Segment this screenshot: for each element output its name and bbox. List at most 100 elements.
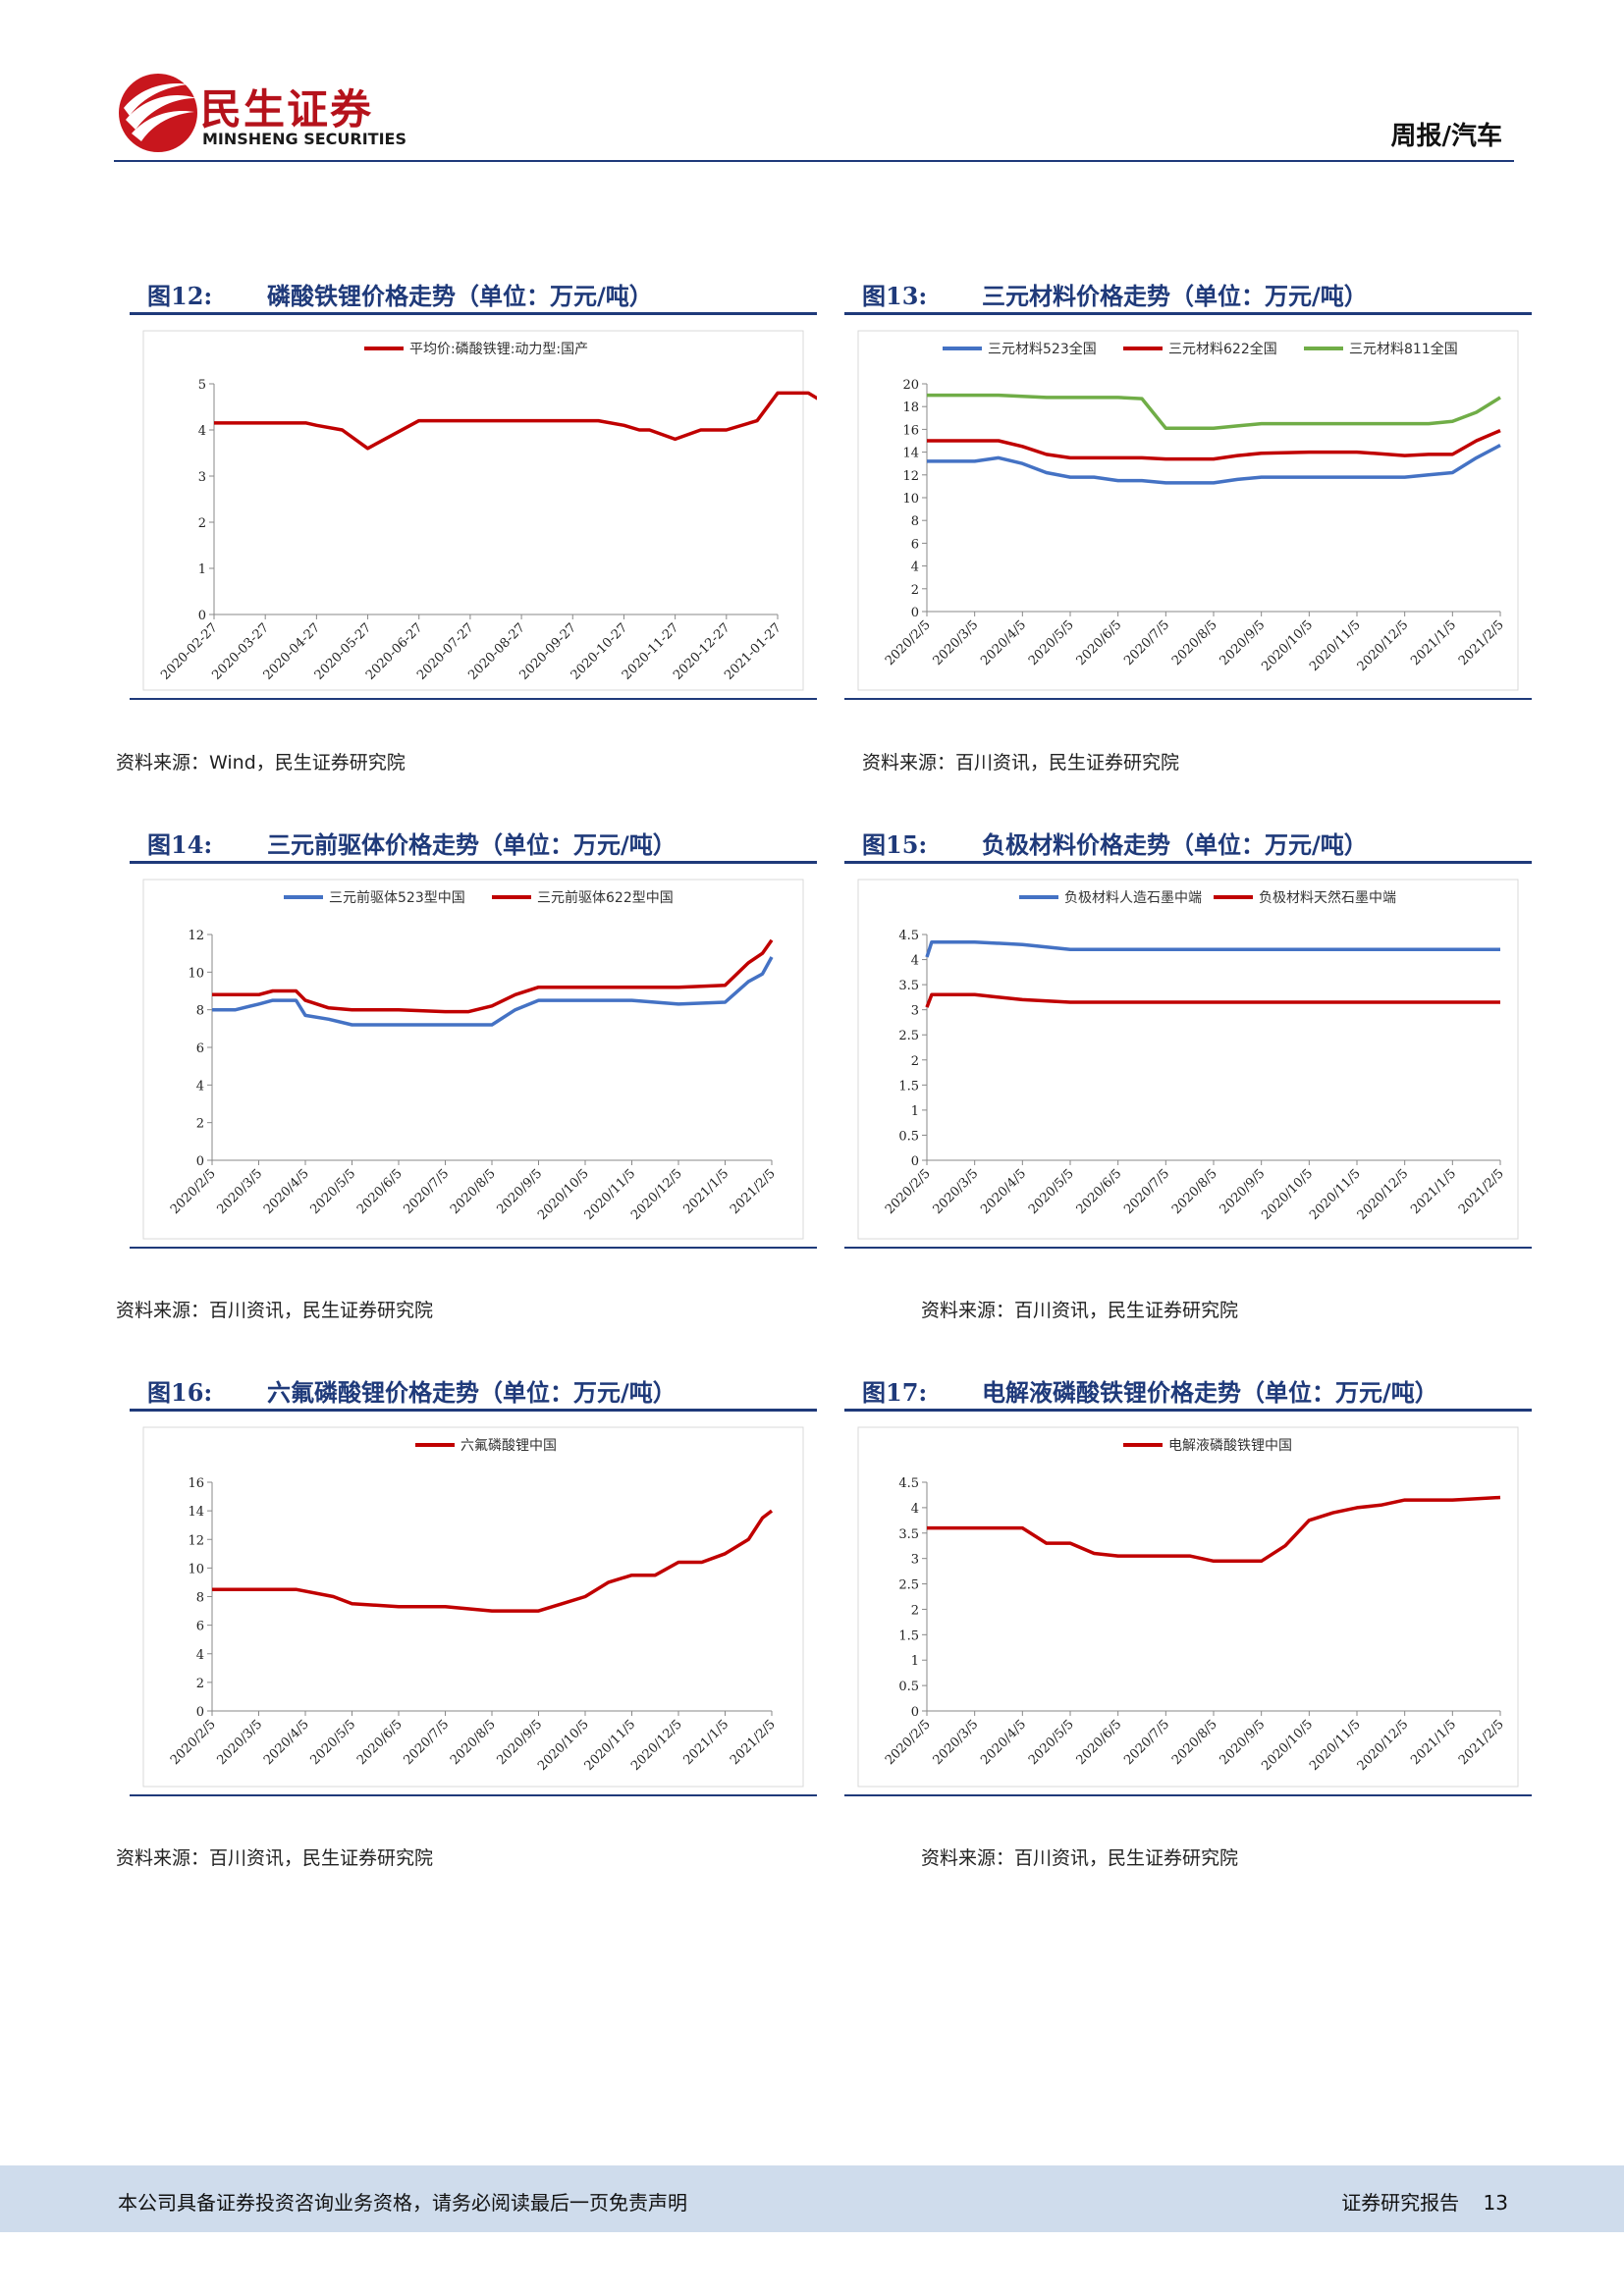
y-tick-label: 3.5 [898,1527,919,1542]
legend-label: 三元前驱体622型中国 [537,889,674,906]
x-tick-label: 2020/2/5 [883,617,934,668]
figure-caption: 磷酸铁锂价格走势（单位：万元/吨） [267,283,653,310]
figure-source: 资料来源：Wind，民生证券研究院 [116,752,406,774]
figure-title-rule [130,312,817,315]
y-tick-label: 10 [902,492,919,507]
y-tick-label: 3 [911,1004,919,1019]
series-line [925,992,1500,1008]
x-tick-label: 2020/7/5 [1121,617,1172,668]
y-tick-label: 6 [196,1041,204,1056]
legend-label: 电解液磷酸铁锂中国 [1168,1438,1292,1454]
figure-bottom-rule [844,1247,1532,1249]
figure-title-rule [844,312,1532,315]
x-tick-label: 2021/2/5 [1456,1717,1507,1768]
x-tick-label: 2020/2/5 [883,1166,934,1217]
y-tick-label: 4 [196,1079,204,1094]
x-tick-label: 2020/12/5 [1355,1717,1412,1774]
x-tick-label: 2020/11/5 [1307,1166,1364,1223]
figure-bottom-rule [130,1794,817,1796]
y-tick-label: 2 [196,1677,204,1691]
chart-legend: 三元材料523全国 三元材料622全国 三元材料811全国 [943,341,1458,357]
figure-caption: 三元材料价格走势（单位：万元/吨） [982,283,1368,310]
brand-name-cn: 民生证券 [200,85,374,133]
x-tick-label: 2020/4/5 [261,1717,312,1768]
x-tick-label: 2021/2/5 [1456,1166,1507,1217]
figure-panel: 图12: 磷酸铁锂价格走势（单位：万元/吨） 平均价:磷酸铁锂:动力型:国产 0 1 2 3… [130,271,817,700]
y-tick-label: 1.5 [898,1079,919,1094]
figure-panel: 图14: 三元前驱体价格走势（单位：万元/吨） 三元前驱体523型中国 三元前驱体62… [130,820,817,1249]
x-tick-label: 2020/8/5 [1169,1166,1220,1217]
y-tick-label: 4 [911,1502,919,1517]
x-tick-label: 2020/8/5 [1169,1717,1220,1768]
chart-frame [857,330,1519,691]
x-tick-label: 2021/1/5 [680,1717,731,1768]
x-tick-label: 2020/6/5 [354,1717,406,1768]
figure-title: 图13: 三元材料价格走势（单位：万元/吨） [844,271,1532,312]
chart-area: 电解液磷酸铁锂中国 0 0.5 1 1.5 2 2.5 3 3.5 4 4.5 2020/2/5 202… [844,1412,1532,1794]
x-tick-label: 2021/1/5 [680,1166,731,1217]
legend-label: 六氟磷酸锂中国 [460,1438,557,1454]
line-chart: 平均价:磷酸铁锂:动力型:国产0123452020-02-272020-03-2… [142,330,817,691]
legend-label: 负极材料天然石墨中端 [1259,889,1396,906]
figure-panel: 图16: 六氟磷酸锂价格走势（单位：万元/吨） 六氟磷酸锂中国 0 2 4 6 8 10 12 14… [130,1367,817,1796]
series-line [214,391,817,451]
y-tick-label: 2.5 [898,1578,919,1593]
figure-title: 图17: 电解液磷酸铁锂价格走势（单位：万元/吨） [844,1367,1532,1409]
chart-frame [142,879,804,1240]
series-line [212,1509,774,1613]
x-tick-label: 2020/12/5 [628,1166,685,1223]
y-tick-label: 0.5 [898,1129,919,1144]
x-tick-label: 2020/6/5 [1074,617,1125,668]
chart-area: 三元前驱体523型中国 三元前驱体622型中国 0 2 4 6 8 10 12 2020/2/5 2… [130,864,817,1247]
x-tick-label: 2021/1/5 [1408,1717,1459,1768]
series-line [212,938,774,1014]
figure-bottom-rule [130,1247,817,1249]
legend-label: 三元材料523全国 [988,341,1097,357]
brand-name-en: MINSHENG SECURITIES [202,130,406,148]
x-tick-label: 2020/8/5 [448,1717,499,1768]
y-tick-label: 4 [911,561,919,575]
footer-info: 证券研究报告 13 [1324,2187,1508,2216]
legend-label: 三元前驱体523型中国 [329,889,465,906]
legend-label: 负极材料人造石墨中端 [1064,890,1202,906]
figure-bottom-rule [844,698,1532,700]
y-tick-label: 6 [196,1620,204,1634]
footer-disclaimer: 本公司具备证券投资咨询业务资格，请务必阅读最后一页免责声明 [118,2191,687,2215]
y-tick-label: 18 [902,400,919,415]
figure-number: 图15: [862,830,928,859]
x-tick-label: 2020/5/5 [307,1717,358,1768]
y-tick-label: 12 [188,929,204,943]
chart-area: 负极材料人造石墨中端 负极材料天然石墨中端 0 0.5 1 1.5 2 2.5 3 3.5 4 4.5… [844,864,1532,1247]
figure-caption: 三元前驱体价格走势（单位：万元/吨） [267,831,677,859]
page-header: 民生证券 MINSHENG SECURITIES 周报/汽车 [114,69,1514,163]
y-tick-label: 0 [911,606,919,620]
y-tick-label: 4 [198,424,206,439]
y-tick-label: 10 [188,966,204,981]
figure-source: 资料来源：百川资讯，民生证券研究院 [116,1300,434,1321]
x-tick-label: 2020/11/5 [1307,617,1364,674]
x-tick-label: 2020/4/5 [978,1717,1029,1768]
x-tick-label: 2020/7/5 [1121,1717,1172,1768]
chart-area: 三元材料523全国 三元材料622全国 三元材料811全国 0 2 4 6 8 10 12 14 16… [844,315,1532,698]
y-tick-label: 0 [196,1705,204,1720]
x-tick-label: 2020/8/5 [1169,617,1220,668]
y-tick-label: 8 [196,1591,204,1606]
y-tick-label: 0 [196,1154,204,1169]
figure-number: 图12: [147,282,213,310]
y-tick-label: 0 [911,1705,919,1720]
report-type: 证券研究报告 [1341,2191,1460,2215]
y-tick-label: 2 [198,516,206,531]
x-tick-label: 2020/6/5 [354,1166,406,1217]
x-tick-label: 2020/7/5 [401,1717,452,1768]
chart-frame [857,879,1519,1240]
chart-frame [857,1426,1519,1788]
line-chart: 电解液磷酸铁锂中国00.511.522.533.544.52020/2/5202… [857,1426,1519,1788]
x-tick-label: 2020/2/5 [168,1166,219,1217]
y-tick-label: 4 [911,954,919,969]
report-section: 周报/汽车 [1390,122,1503,151]
chart-legend: 电解液磷酸铁锂中国 [1123,1438,1292,1454]
figure-title: 图14: 三元前驱体价格走势（单位：万元/吨） [130,820,817,861]
x-tick-label: 2020/8/5 [448,1166,499,1217]
figure-source: 资料来源：百川资讯，民生证券研究院 [862,752,1180,774]
line-chart: 三元材料523全国 三元材料622全国 三元材料811全国 0 2 4 6 8 10 12 14 16… [857,330,1519,691]
